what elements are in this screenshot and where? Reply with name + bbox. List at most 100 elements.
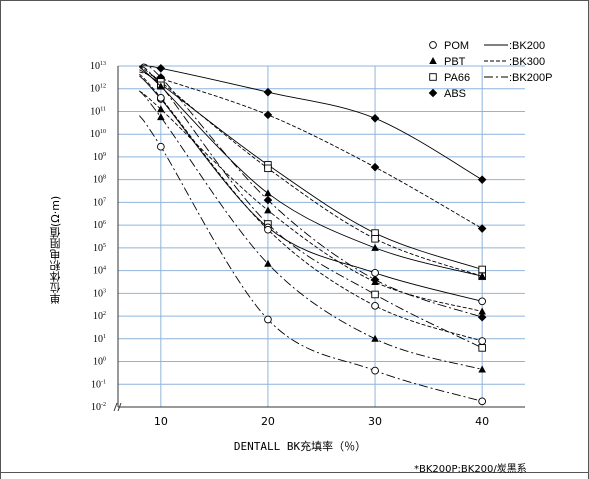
y-tick-label: 102 — [93, 311, 106, 322]
data-point-pbt-bk200 — [264, 189, 272, 197]
legend-item-bk200p: :BK200P — [484, 72, 552, 84]
y-tick-label: 108 — [93, 175, 106, 186]
data-point-pa66-bk200 — [478, 265, 486, 274]
series-line-pom-bk200 — [139, 75, 483, 302]
grid — [118, 65, 525, 408]
data-point-pbt-bk200 — [157, 82, 165, 90]
data-point-pom-bk200p — [156, 142, 165, 151]
data-point-pbt-bk200p — [157, 113, 165, 121]
series-line-pom-bk200p — [139, 115, 483, 402]
data-point-abs-bk300 — [263, 110, 273, 120]
data-point-pbt-bk300 — [371, 277, 379, 285]
legend-marker-pa66 — [429, 73, 437, 81]
frame-top-border — [0, 0, 589, 1]
legend-label: :BK200 — [509, 40, 545, 52]
data-point-pom-bk300 — [264, 225, 272, 234]
series-line-pa66-bk200 — [139, 69, 483, 270]
series-group — [139, 63, 487, 406]
axis-break-mark — [113, 402, 122, 412]
data-point-pbt-bk300 — [264, 206, 272, 214]
data-point-abs-bk200 — [263, 87, 273, 97]
legend-item-pa66: PA66 — [429, 72, 470, 84]
data-point-pbt-bk200p — [478, 365, 486, 373]
frame-bottom-border — [0, 472, 589, 473]
y-tick-label: 109 — [93, 152, 106, 163]
x-tick-label: 40 — [475, 415, 489, 428]
axis-break-stroke — [113, 402, 118, 412]
data-point-pa66-bk200p — [478, 344, 486, 352]
frame-left-border — [0, 0, 1, 479]
series-line-pa66-bk300 — [139, 65, 483, 277]
series-line-pbt-bk300 — [139, 90, 483, 312]
y-tick-label: 1012 — [90, 84, 106, 95]
legend-marker-abs — [428, 88, 438, 98]
y-tick-label: 1013 — [90, 61, 106, 72]
legend-item-pbt: PBT — [429, 56, 466, 68]
data-point-pbt-bk200p — [371, 334, 379, 342]
legend-label: PA66 — [444, 72, 470, 84]
series-line-pbt-bk200p — [139, 90, 483, 370]
series-line-pa66-bk200p — [139, 65, 483, 349]
data-point-abs-bk200 — [156, 63, 166, 73]
data-point-pom-bk300 — [478, 337, 487, 345]
x-tick-label: 10 — [154, 415, 168, 428]
footnote: *BK200P:BK200/炭黑系 — [414, 464, 527, 475]
legend-item-bk200: :BK200 — [484, 40, 545, 52]
y-tick-label: 106 — [93, 220, 106, 231]
x-tick-label: 20 — [261, 415, 275, 428]
data-point-pbt-bk200 — [371, 243, 379, 251]
data-point-pom-bk300 — [156, 93, 165, 102]
y-tick-labels: 1013 1012 1011 1010 109 108 107 106 105 104 103 102… — [90, 61, 106, 413]
data-point-abs-bk300 — [477, 224, 487, 233]
legend-marker-pbt — [429, 57, 437, 64]
y-tick-label: 1010 — [90, 129, 106, 140]
y-tick-label: 1011 — [90, 106, 106, 117]
series-line-abs-bk200 — [139, 65, 483, 181]
y-tick-label: 107 — [93, 197, 106, 208]
x-tick-labels: 10 20 30 40 — [154, 415, 489, 428]
data-point-pom-bk200 — [371, 269, 379, 277]
data-point-abs-bk200 — [477, 175, 487, 184]
legend-label: PBT — [444, 56, 466, 68]
y-tick-label: 10-1 — [91, 379, 106, 390]
legend-item-abs: ABS — [428, 88, 466, 100]
data-point-pom-bk200p — [478, 397, 487, 406]
y-axis-label: 単位体积电阻值(Ω·m) — [49, 195, 62, 305]
legend-label: :BK200P — [509, 72, 552, 84]
axis-break-stroke — [117, 402, 122, 412]
data-point-pa66-bk300 — [371, 235, 379, 243]
legend-label: :BK300 — [509, 56, 545, 68]
y-tick-label: 10-2 — [91, 402, 106, 413]
data-point-pbt-bk200p — [264, 259, 272, 267]
legend: POM PBT PA66 ABS :BK200 :BK300 :BK200P — [428, 40, 552, 100]
series-line-abs-bk300 — [139, 71, 483, 229]
data-point-pom-bk200 — [478, 297, 487, 306]
data-point-pbt-bk300 — [157, 105, 165, 113]
legend-label: POM — [444, 40, 469, 52]
data-point-abs-bk200p — [263, 195, 273, 205]
data-point-pom-bk200p — [371, 366, 379, 375]
y-tick-label: 101 — [93, 334, 106, 345]
legend-label: ABS — [444, 88, 466, 100]
data-point-pom-bk200p — [264, 315, 272, 324]
series-line-pbt-bk200 — [139, 66, 483, 277]
data-point-abs-bk300 — [370, 162, 380, 172]
series-line-abs-bk200p — [139, 63, 483, 318]
y-tick-label: 100 — [93, 357, 106, 368]
x-tick-label: 30 — [368, 415, 382, 428]
legend-marker-pom — [429, 41, 437, 49]
legend-item-pom: POM — [429, 40, 469, 52]
y-tick-label: 104 — [93, 266, 106, 277]
data-point-pom-bk300 — [371, 301, 379, 310]
data-point-pbt-bk300 — [478, 307, 486, 315]
data-point-pa66-bk200p — [371, 290, 379, 299]
data-point-abs-bk200p — [477, 312, 487, 322]
y-tick-label: 103 — [93, 288, 106, 299]
y-tick-label: 105 — [93, 243, 106, 254]
data-point-pbt-bk200 — [478, 272, 486, 280]
data-point-abs-bk200 — [370, 113, 380, 123]
x-axis-label: DENTALL BK充填率（％） — [233, 440, 367, 453]
legend-item-bk300: :BK300 — [484, 56, 545, 68]
data-point-pa66-bk300 — [264, 164, 272, 173]
